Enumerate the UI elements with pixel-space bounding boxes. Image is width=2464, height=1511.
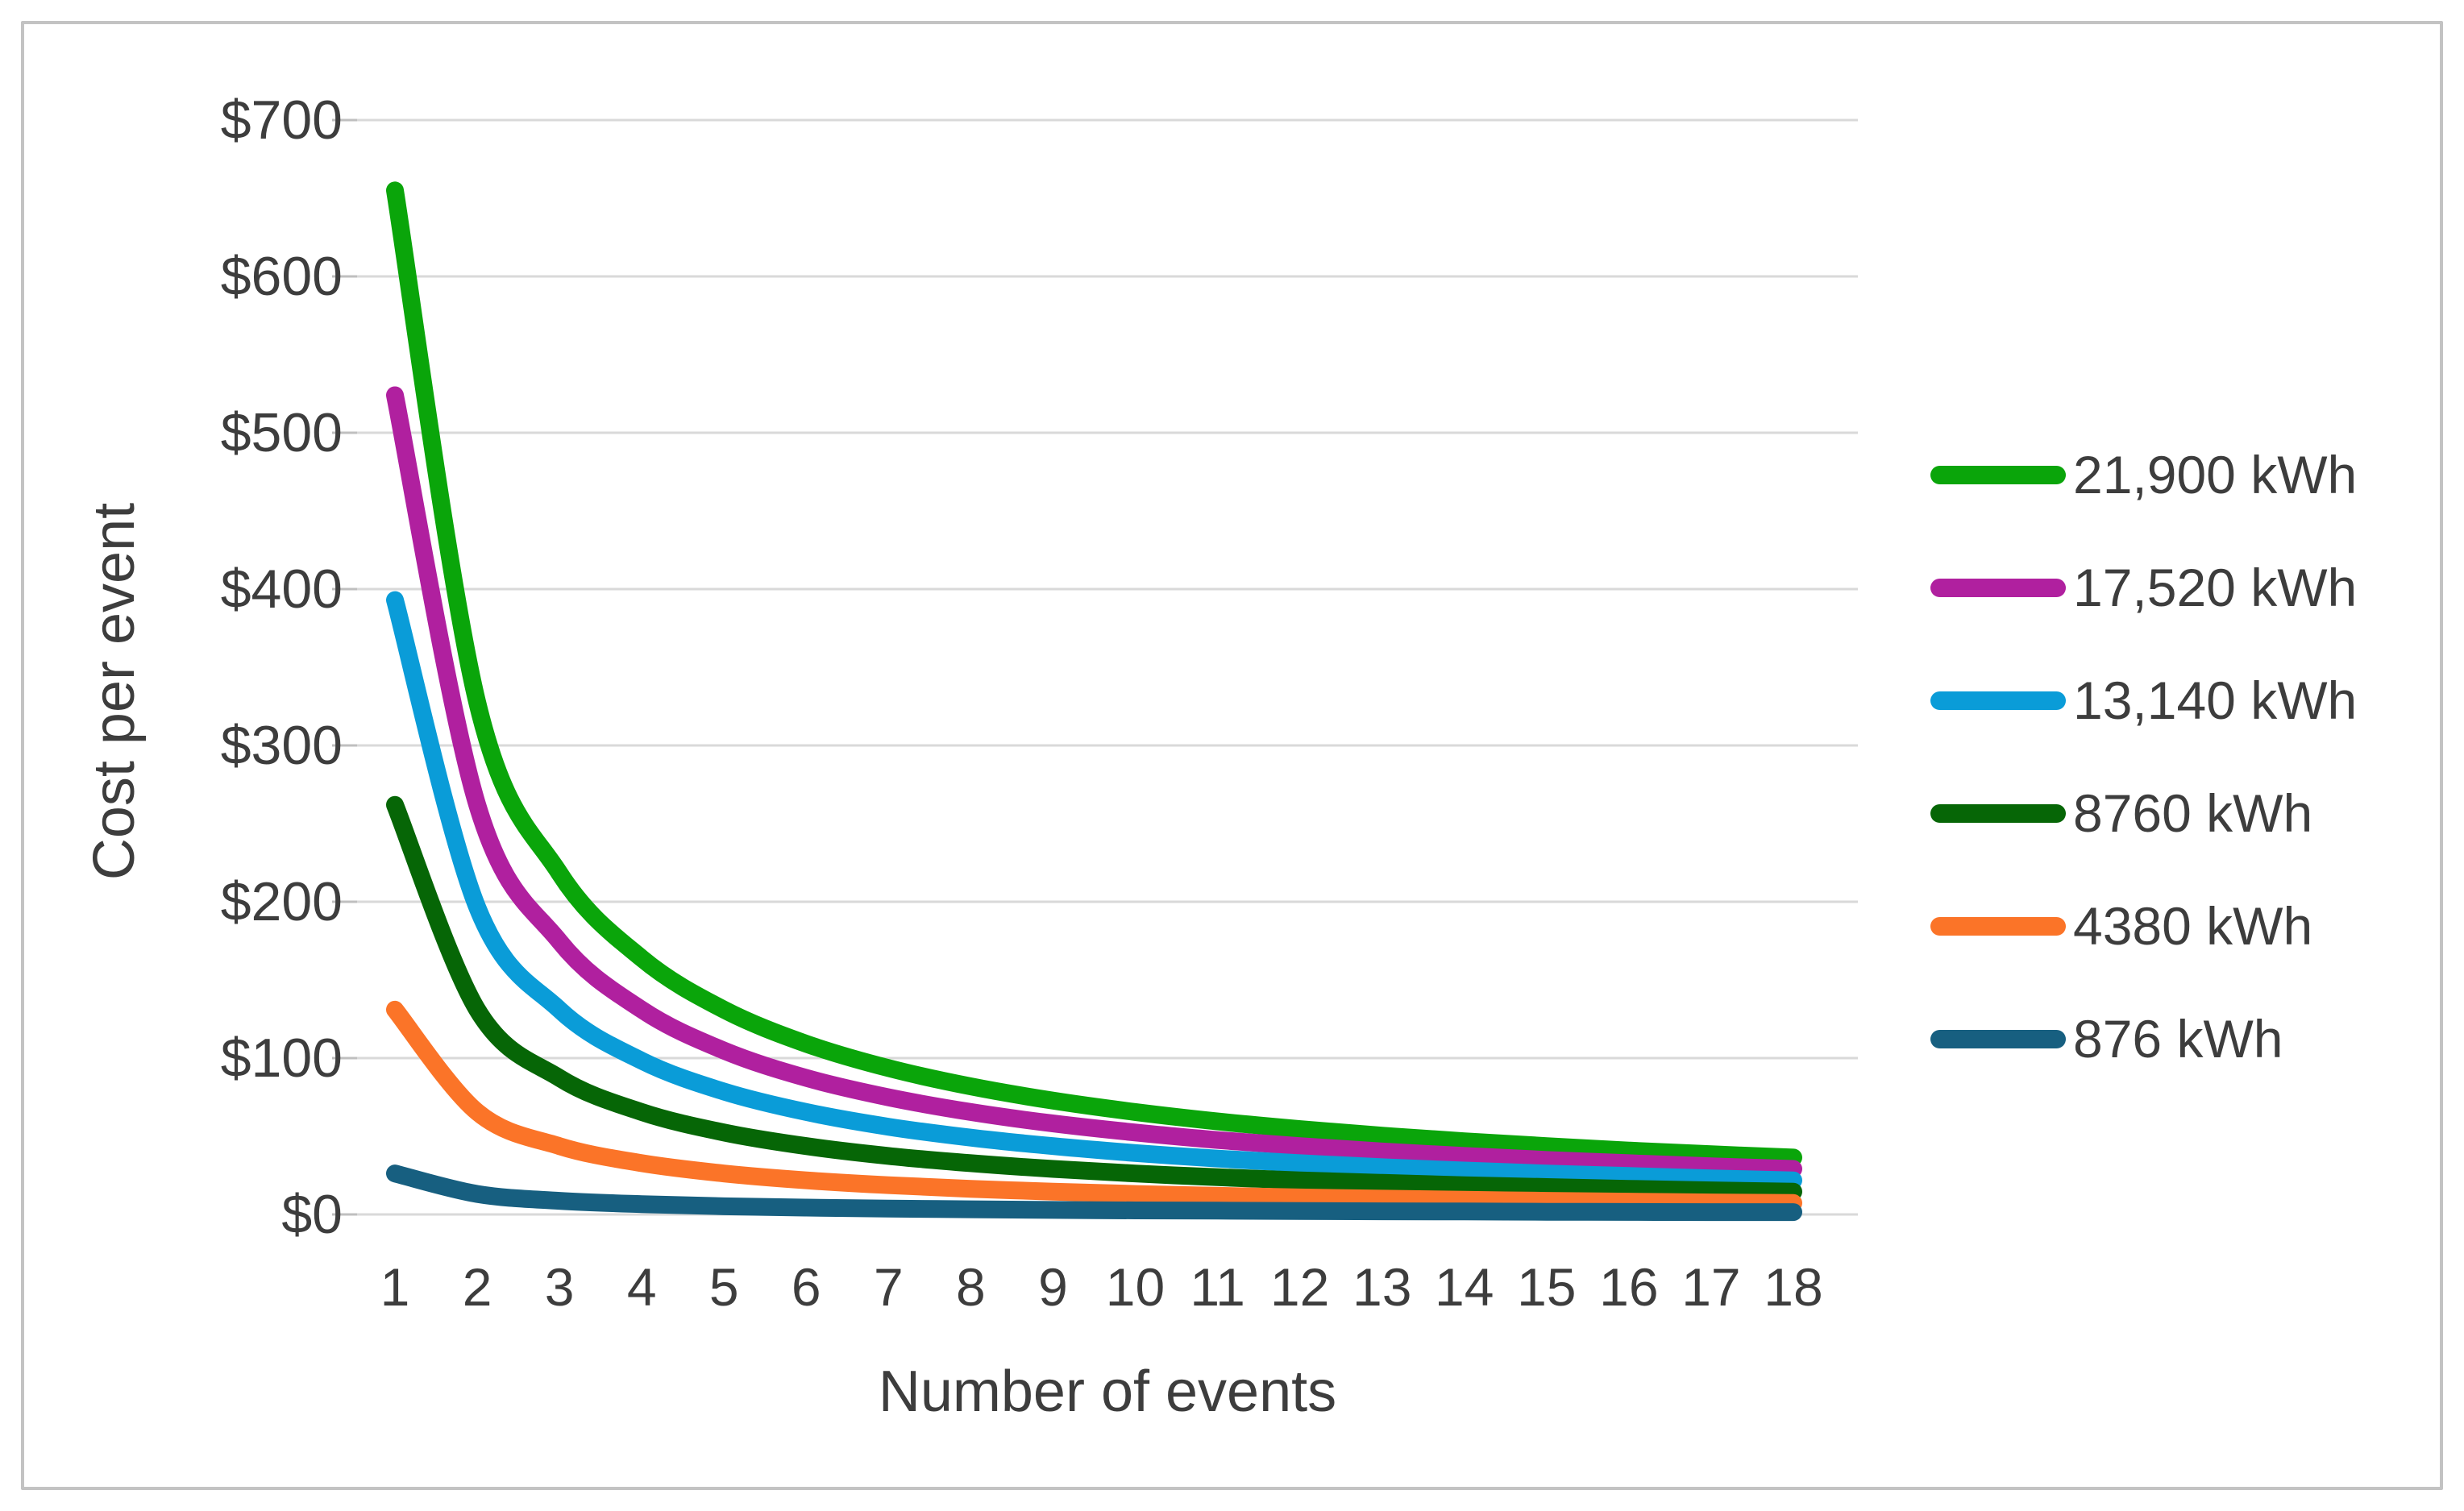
y-tick-label: $600 — [220, 246, 343, 307]
legend-label: 8760 kWh — [2073, 783, 2313, 843]
x-tick-label: 4 — [626, 1257, 657, 1317]
figure-border — [21, 21, 2443, 1490]
y-tick-label: $200 — [220, 871, 343, 932]
legend-label: 21,900 kWh — [2073, 445, 2358, 504]
series-line-8760-kwh — [386, 795, 1802, 1201]
x-tick-label: 15 — [1517, 1257, 1577, 1317]
x-tick-label: 3 — [544, 1257, 575, 1317]
x-tick-label: 7 — [873, 1257, 904, 1317]
x-tick-label: 5 — [708, 1257, 739, 1317]
legend-label: 4380 kWh — [2073, 896, 2313, 956]
series-line-4380-kwh — [386, 1000, 1802, 1212]
y-axis-title: Cost per event — [82, 502, 147, 881]
y-tick-label: $700 — [220, 89, 343, 151]
series-line-876-kwh — [386, 1164, 1802, 1222]
x-tick-label: 11 — [1190, 1257, 1245, 1317]
x-tick-label: 6 — [791, 1257, 821, 1317]
x-tick-label: 14 — [1435, 1257, 1494, 1317]
x-tick-label: 8 — [956, 1257, 986, 1317]
y-tick-label: $0 — [281, 1184, 343, 1245]
legend-swatch — [1930, 579, 2066, 597]
y-tick-label: $300 — [220, 715, 343, 776]
x-tick-label: 16 — [1599, 1257, 1659, 1317]
legend-label: 876 kWh — [2073, 1009, 2283, 1069]
x-axis-title: Number of events — [878, 1359, 1337, 1424]
legend-label: 13,140 kWh — [2073, 670, 2358, 730]
series-line-13-140-kwh — [386, 591, 1802, 1189]
legend-swatch — [1930, 804, 2066, 823]
x-tick-label: 12 — [1269, 1257, 1330, 1317]
x-tick-label: 13 — [1352, 1257, 1412, 1317]
legend-swatch — [1930, 917, 2066, 936]
x-tick-label: 18 — [1764, 1257, 1823, 1317]
series-line-21-900-kwh — [386, 181, 1802, 1167]
x-tick-label: 2 — [462, 1257, 492, 1317]
x-tick-label: 9 — [1038, 1257, 1068, 1317]
y-tick-label: $500 — [220, 402, 343, 463]
y-tick-label: $400 — [220, 558, 343, 620]
legend-swatch — [1930, 466, 2066, 484]
x-tick-label: 10 — [1105, 1257, 1166, 1317]
x-tick-label: 17 — [1681, 1257, 1741, 1317]
x-tick-label: 1 — [380, 1257, 410, 1317]
legend-swatch — [1930, 1030, 2066, 1048]
y-tick-label: $100 — [220, 1027, 343, 1089]
legend-label: 17,520 kWh — [2073, 558, 2358, 617]
legend-swatch — [1930, 691, 2066, 710]
series-line-17-520-kwh — [386, 386, 1802, 1178]
